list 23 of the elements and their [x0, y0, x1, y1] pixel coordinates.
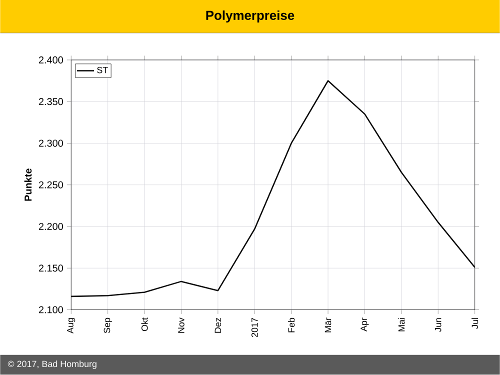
y-tick-label: 2.300	[38, 140, 63, 147]
x-tick-label: Sep	[104, 318, 112, 334]
x-tick-label: Jul	[472, 318, 478, 329]
x-tick-label: Aug	[67, 318, 76, 334]
x-tick-label: Apr	[360, 318, 369, 332]
y-tick-label: 2.400	[38, 56, 63, 64]
x-tick-label: Jun	[435, 318, 442, 332]
legend-label: ST	[97, 67, 108, 74]
x-tick-label: Mai	[398, 318, 405, 332]
x-tick-label: Dez	[214, 318, 222, 333]
y-tick-label: 2.150	[38, 264, 63, 272]
y-tick-label: 2.350	[38, 98, 63, 106]
x-tick-label: 2017	[251, 318, 258, 338]
y-tick-label: 2.250	[38, 181, 63, 189]
y-tick-label: 2.100	[38, 306, 63, 314]
x-tick-label: Okt	[141, 318, 148, 332]
x-tick-label: Nov	[178, 318, 184, 333]
y-axis-title: Punkte	[24, 168, 32, 201]
x-tick-label: Mär	[324, 318, 332, 332]
chart-title: Polymerpreise	[206, 10, 294, 23]
x-tick-label: Feb	[288, 318, 295, 332]
y-tick-label: 2.200	[38, 223, 63, 230]
text: © 2017, Bad Homburg	[8, 360, 96, 370]
